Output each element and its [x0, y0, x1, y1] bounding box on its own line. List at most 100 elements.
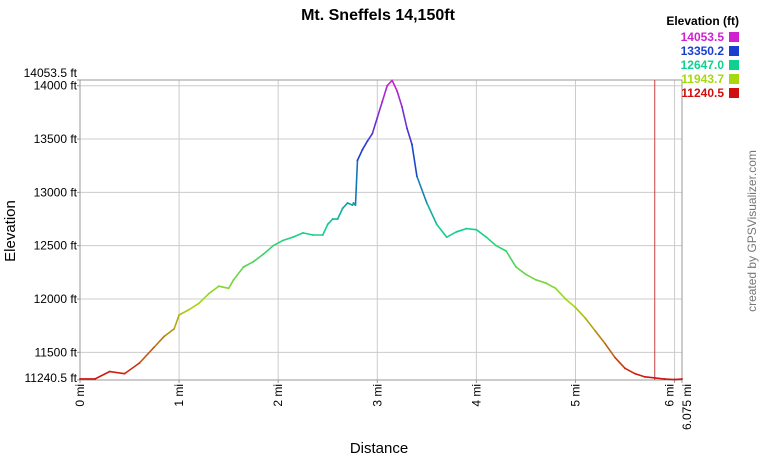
- y-tick-label: 11500 ft: [35, 345, 78, 359]
- profile-segment: [406, 127, 413, 146]
- profile-segment: [653, 377, 666, 380]
- x-tick-label: 5 mi: [568, 384, 582, 407]
- grid: [80, 80, 682, 380]
- profile-segment: [321, 223, 329, 236]
- y-axis-label: Elevation: [2, 200, 19, 262]
- y-tick-label: 12000 ft: [34, 292, 78, 306]
- profile-segment: [341, 202, 349, 210]
- profile-segment: [426, 202, 438, 226]
- profile-segment: [475, 228, 488, 238]
- profile-segment: [455, 227, 468, 233]
- profile-point: [178, 314, 180, 316]
- profile-point: [391, 79, 394, 82]
- profile-segment: [495, 244, 507, 252]
- profile-point: [564, 298, 567, 300]
- profile-segment: [564, 298, 577, 309]
- profile-point: [366, 140, 369, 143]
- profile-point: [262, 253, 265, 256]
- profile-point: [336, 218, 339, 220]
- profile-segment: [381, 84, 388, 103]
- x-axis-ticks: 0 mi 1 mi 2 mi 3 mi 4 mi 5 mi 6 mi 6.075 mi: [73, 380, 694, 430]
- profile-segment: [354, 159, 359, 206]
- profile-point: [361, 148, 364, 151]
- profile-point: [311, 234, 314, 236]
- legend-swatch: [729, 88, 739, 98]
- profile-point: [153, 346, 156, 348]
- profile-point: [515, 266, 517, 268]
- profile-point: [188, 308, 190, 311]
- profile-point: [663, 378, 666, 380]
- legend-swatch: [729, 32, 739, 42]
- profile-point: [401, 106, 403, 108]
- profile-point: [331, 218, 334, 220]
- profile-segment: [485, 236, 497, 247]
- profile-segment: [445, 231, 458, 238]
- profile-point: [406, 127, 408, 130]
- legend-title: Elevation (ft): [666, 14, 739, 28]
- profile-point: [381, 100, 384, 103]
- profile-point: [554, 287, 557, 290]
- y-tick-label: 14053.5 ft: [24, 66, 78, 80]
- profile-point: [386, 84, 389, 87]
- elevation-profile: [79, 79, 683, 381]
- profile-segment: [262, 244, 275, 256]
- x-tick-label: 6 mi: [663, 384, 677, 407]
- profile-point: [346, 202, 349, 204]
- y-tick-label: 13000 ft: [34, 185, 78, 199]
- profile-point: [163, 335, 166, 338]
- profile-segment: [163, 328, 175, 338]
- profile-point: [475, 228, 478, 231]
- profile-segment: [208, 285, 220, 295]
- profile-segment: [515, 266, 527, 276]
- profile-point: [272, 244, 275, 247]
- profile-segment: [525, 273, 537, 281]
- legend: Elevation (ft) 14053.513350.212647.01194…: [666, 14, 739, 100]
- profile-point: [292, 236, 294, 239]
- profile-point: [411, 143, 413, 146]
- chart-title: Mt. Sneffels 14,150ft: [301, 7, 456, 24]
- profile-point: [505, 250, 508, 252]
- profile-segment: [232, 266, 245, 281]
- profile-point: [525, 273, 527, 276]
- profile-point: [138, 362, 141, 364]
- profile-point: [352, 202, 355, 204]
- profile-segment: [416, 175, 428, 204]
- profile-segment: [356, 148, 364, 162]
- x-tick-label: 2 mi: [271, 384, 285, 407]
- profile-segment: [336, 207, 344, 220]
- profile-point: [79, 378, 81, 380]
- profile-segment: [435, 223, 448, 238]
- profile-point: [624, 367, 626, 370]
- profile-point: [282, 239, 285, 242]
- legend-swatch: [729, 74, 739, 84]
- profile-segment: [302, 232, 314, 236]
- profile-segment: [634, 372, 646, 378]
- x-axis-label: Distance: [350, 440, 408, 457]
- x-tick-label: 3 mi: [370, 384, 384, 407]
- profile-segment: [505, 250, 517, 268]
- profile-point: [495, 244, 498, 247]
- profile-segment: [644, 376, 656, 379]
- profile-segment: [465, 227, 478, 231]
- profile-segment: [217, 285, 230, 290]
- profile-segment: [411, 143, 418, 178]
- x-tick-label: 0 mi: [73, 384, 87, 407]
- profile-segment: [138, 346, 156, 364]
- legend-entry-label: 11943.7: [681, 72, 724, 86]
- profile-point: [604, 342, 607, 345]
- profile-segment: [574, 306, 587, 319]
- x-tick-label: 6.075 mi: [680, 384, 694, 430]
- x-tick-label: 4 mi: [469, 384, 483, 407]
- profile-segment: [594, 330, 607, 345]
- profile-segment: [272, 239, 284, 247]
- profile-point: [232, 278, 235, 281]
- profile-segment: [554, 287, 567, 300]
- profile-segment: [535, 279, 547, 284]
- profile-point: [594, 330, 597, 332]
- profile-point: [445, 236, 448, 239]
- profile-segment: [391, 79, 398, 92]
- profile-segment: [292, 232, 304, 238]
- profile-point: [227, 287, 230, 290]
- profile-segment: [94, 370, 111, 380]
- profile-point: [534, 278, 537, 281]
